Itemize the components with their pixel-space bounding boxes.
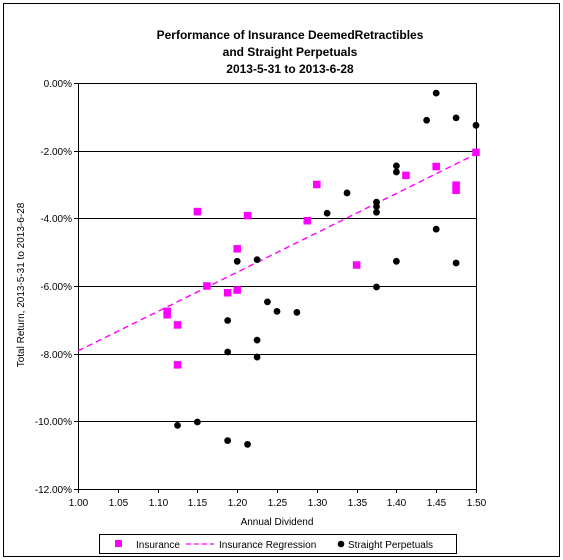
insurance-point [352, 261, 361, 269]
straight-perpetual-point [432, 89, 440, 97]
y-tick-label: -6.00% [40, 282, 72, 293]
straight-perpetual-point [253, 353, 261, 361]
insurance-point [402, 171, 410, 180]
x-tick-label: 1.45 [427, 498, 447, 509]
insurance-point [173, 361, 182, 369]
x-tick-label: 1.10 [149, 498, 169, 509]
straight-perpetual-point [174, 421, 181, 429]
x-tick-label: 1.40 [387, 498, 407, 509]
chart-outer-border [3, 3, 560, 557]
x-tick-label: 1.30 [308, 498, 328, 509]
straight-perpetual-point [253, 256, 261, 264]
x-tick-label: 1.50 [467, 498, 487, 509]
straight-perpetual-point [432, 225, 440, 233]
y-axis-label: Total Return, 2013-5-31 to 2013-6-28 [16, 202, 27, 367]
insurance-point [233, 245, 241, 253]
insurance-point [303, 216, 311, 225]
straight-perpetual-point [343, 189, 351, 197]
insurance-point [163, 311, 171, 319]
straight-perpetual-point [323, 209, 331, 217]
straight-perpetual-point [253, 336, 261, 344]
straight-perpetual-point [452, 259, 460, 267]
y-tick-label: -10.00% [35, 417, 72, 428]
regression-line-group [77, 153, 477, 352]
insurance-point [432, 162, 440, 171]
legend-insurance-marker [115, 540, 122, 547]
x-tick-label: 1.20 [228, 498, 248, 509]
straight-perpetual-point [452, 114, 460, 122]
insurance-point [452, 186, 460, 195]
legend-box [99, 534, 457, 554]
x-tick-label: 1.35 [348, 498, 368, 509]
legend-straight-label: Straight Perpetuals [348, 540, 433, 551]
insurance-point [203, 282, 211, 290]
straight-perpetual-point [393, 168, 400, 176]
legend-regression-label: Insurance Regression [219, 540, 316, 551]
insurance-point [452, 181, 460, 189]
straight-perpetual-point [472, 121, 480, 129]
insurance-point [233, 286, 241, 294]
chart-title-line-2: and Straight Perpetuals [223, 45, 358, 59]
straight-perpetual-point [224, 317, 232, 324]
x-tick-label: 1.25 [268, 498, 288, 509]
y-tick-label: -4.00% [40, 214, 72, 225]
x-tick-label: 1.00 [69, 498, 89, 509]
y-tick-label: -8.00% [40, 350, 72, 361]
y-axis-ticks: 0.00% -2.00% -4.00% -6.00% -8.00% -10.00% -12.… [35, 79, 78, 496]
x-tick-label: 1.15 [188, 498, 208, 509]
data-points [163, 89, 480, 448]
insurance-point [173, 321, 182, 329]
straight-perpetual-point [233, 257, 241, 265]
insurance-regression-line [77, 153, 477, 352]
y-tick-label: -2.00% [40, 147, 72, 158]
straight-perpetual-point [393, 257, 400, 265]
straight-perpetual-point [393, 162, 400, 170]
insurance-point [472, 148, 480, 157]
insurance-point [243, 211, 252, 220]
chart-title: Performance of Insurance DeemedRetractib… [157, 28, 424, 76]
straight-perpetual-point [293, 308, 301, 316]
straight-perpetual-point [373, 283, 380, 291]
straight-perpetual-point [423, 116, 431, 124]
y-tick-label: -12.00% [35, 485, 72, 496]
straight-perpetual-point [194, 418, 201, 426]
straight-perpetual-point [224, 437, 232, 445]
x-axis-label: Annual Dividend [241, 517, 314, 528]
legend-straight-marker [337, 540, 345, 548]
insurance-point [223, 289, 232, 297]
straight-perpetual-point [373, 208, 380, 216]
insurance-point [313, 180, 321, 189]
straight-perpetual-point [264, 298, 271, 306]
insurance-point [193, 207, 202, 216]
x-tick-label: 1.05 [109, 498, 129, 509]
straight-perpetual-point [244, 440, 251, 448]
chart-title-line-1: Performance of Insurance DeemedRetractib… [157, 28, 424, 42]
straight-perpetual-point [273, 307, 281, 315]
legend-insurance-label: Insurance [136, 540, 180, 551]
straight-perpetual-point [373, 203, 380, 210]
gridlines [78, 151, 476, 422]
x-axis-ticks: 1.00 1.05 1.10 1.15 1.20 1.25 1.30 1.35 1.40 1.45… [69, 489, 487, 509]
y-tick-label: 0.00% [44, 79, 72, 90]
legend: Insurance Insurance Regression Straight … [99, 534, 457, 554]
chart-title-line-3: 2013-5-31 to 2013-6-28 [226, 62, 354, 76]
straight-perpetual-point [224, 348, 232, 356]
